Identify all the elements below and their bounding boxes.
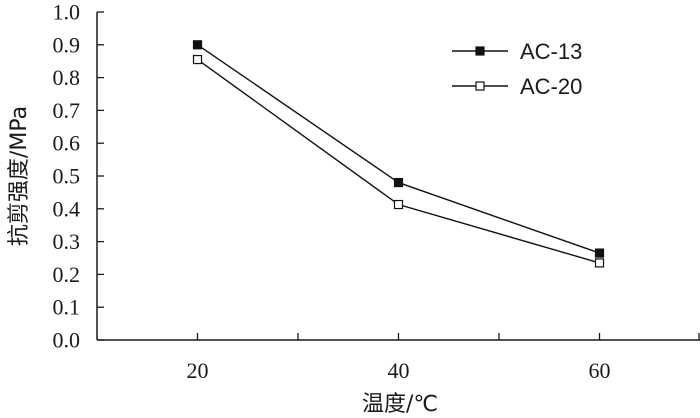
x-tick-label: 60 <box>589 358 611 383</box>
x-tick-label: 40 <box>388 358 410 383</box>
legend-label: AC-13 <box>520 39 582 64</box>
legend: AC-13 AC-20 <box>452 39 582 99</box>
series-ac-20 <box>192 54 605 268</box>
legend-item: AC-13 <box>452 39 582 64</box>
y-tick-label: 0.8 <box>53 65 81 90</box>
y-tick-label: 0.9 <box>53 32 81 57</box>
legend-marker <box>475 81 485 91</box>
legend-label: AC-20 <box>520 74 582 99</box>
x-axis-title: 温度/℃ <box>362 392 438 417</box>
data-point-marker <box>393 199 404 210</box>
y-tick-label: 1.0 <box>53 0 81 25</box>
axes <box>96 12 700 341</box>
data-point-marker <box>594 248 605 258</box>
data-point-marker <box>594 258 605 268</box>
series-layer <box>192 40 605 268</box>
x-tick-label: 20 <box>187 358 209 383</box>
y-tick-label: 0.5 <box>53 164 81 189</box>
data-point-marker <box>192 54 203 65</box>
legend-item: AC-20 <box>452 74 582 99</box>
y-axis-title: 抗剪强度/MPa <box>7 106 32 246</box>
y-tick-label: 0.6 <box>53 131 81 156</box>
series-ac-13 <box>192 40 605 258</box>
y-tick-label: 0.2 <box>53 262 81 287</box>
y-tick-label: 0.0 <box>53 328 81 353</box>
y-tick-label: 0.3 <box>53 229 81 254</box>
data-point-marker <box>393 177 404 188</box>
data-point-marker <box>192 40 203 50</box>
y-ticks: 0.0 0.1 0.2 0.3 0.4 0.5 0.6 0.7 0.8 0.9 1.0 <box>53 0 104 353</box>
y-tick-label: 0.7 <box>53 98 81 123</box>
legend-marker <box>475 46 485 56</box>
y-tick-label: 0.1 <box>53 295 81 320</box>
y-tick-label: 0.4 <box>53 196 81 221</box>
x-ticks: 20 40 60 <box>187 333 700 383</box>
